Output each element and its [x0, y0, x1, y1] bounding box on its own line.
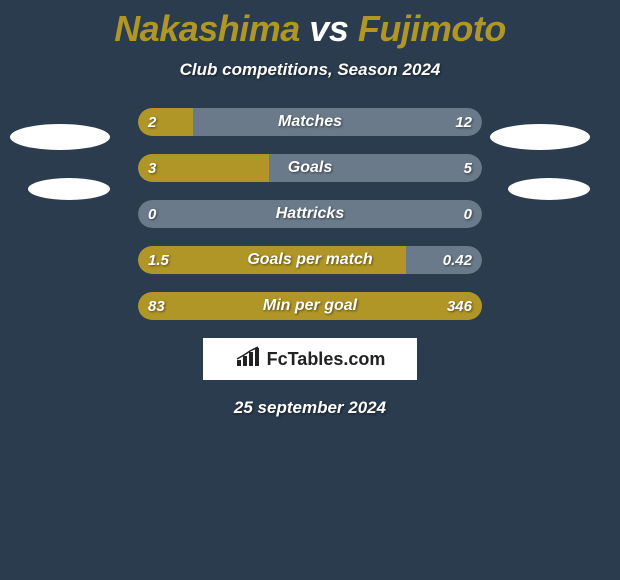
stat-label: Min per goal — [138, 292, 482, 320]
page-title: Nakashima vs Fujimoto — [0, 0, 620, 50]
stat-row: 83Min per goal346 — [138, 292, 482, 320]
stat-label: Matches — [138, 108, 482, 136]
stat-label: Goals — [138, 154, 482, 182]
stat-label: Goals per match — [138, 246, 482, 274]
source-logo[interactable]: FcTables.com — [203, 338, 417, 380]
stat-row: 2Matches12 — [138, 108, 482, 136]
stat-row: 3Goals5 — [138, 154, 482, 182]
stat-value-right: 0 — [464, 200, 472, 228]
stat-row: 0Hattricks0 — [138, 200, 482, 228]
stat-value-right: 5 — [464, 154, 472, 182]
bar-chart-icon — [235, 346, 263, 373]
stat-value-right: 12 — [455, 108, 472, 136]
title-player-left: Nakashima — [114, 8, 300, 49]
player-ellipse — [10, 124, 110, 150]
stat-value-right: 346 — [447, 292, 472, 320]
stat-label: Hattricks — [138, 200, 482, 228]
title-vs: vs — [300, 8, 358, 49]
player-ellipse — [508, 178, 590, 200]
stat-row: 1.5Goals per match0.42 — [138, 246, 482, 274]
title-player-right: Fujimoto — [358, 8, 506, 49]
logo-text: FcTables.com — [267, 349, 386, 370]
player-ellipse — [28, 178, 110, 200]
player-ellipse — [490, 124, 590, 150]
comparison-infographic: Nakashima vs Fujimoto Club competitions,… — [0, 0, 620, 580]
stat-value-right: 0.42 — [443, 246, 472, 274]
subtitle: Club competitions, Season 2024 — [0, 60, 620, 80]
date-label: 25 september 2024 — [0, 398, 620, 418]
